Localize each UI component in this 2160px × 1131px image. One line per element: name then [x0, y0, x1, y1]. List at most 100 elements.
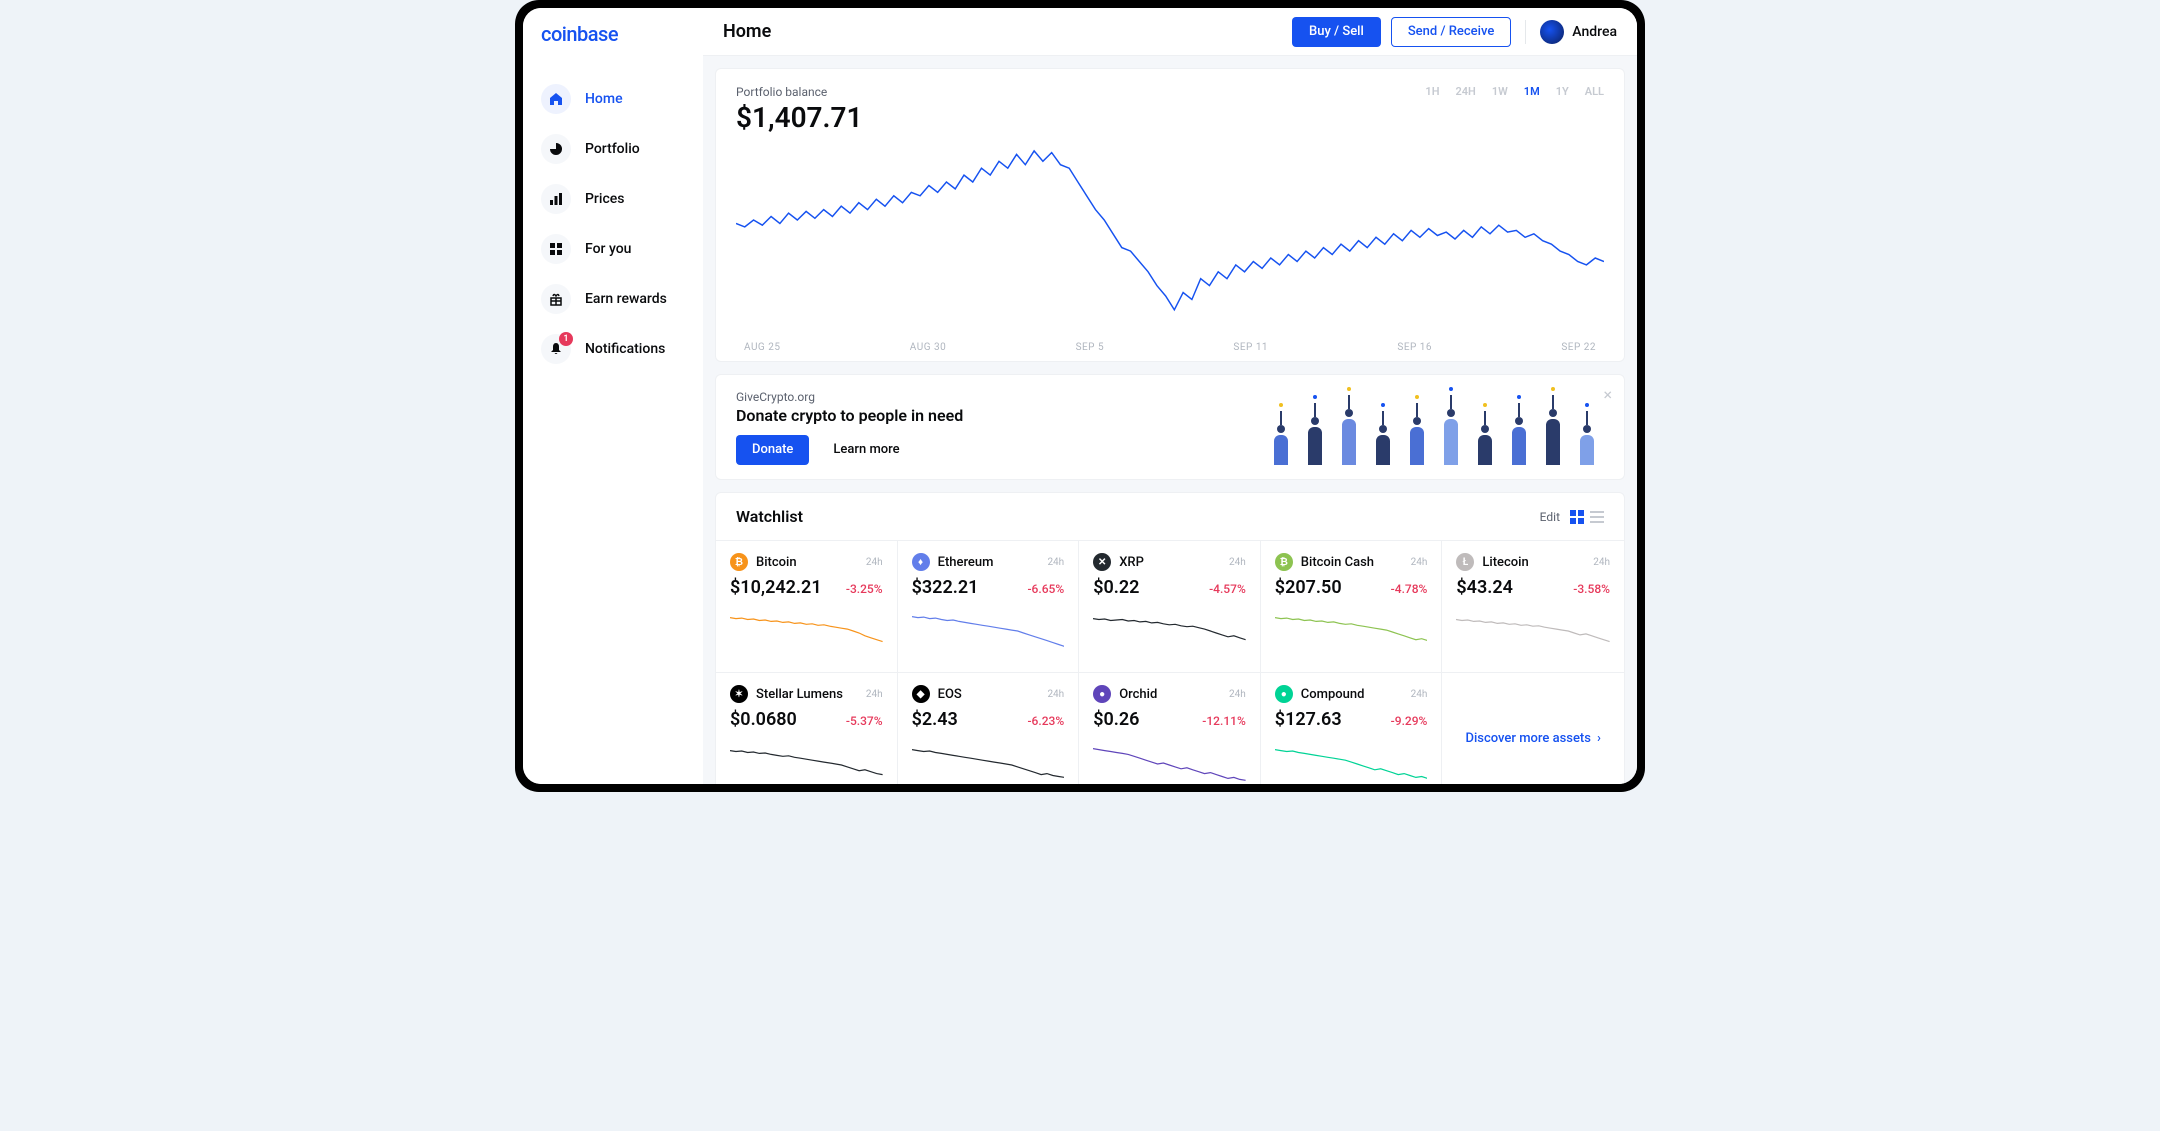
timeframe-1h[interactable]: 1H: [1425, 85, 1439, 98]
asset-name: Litecoin: [1482, 555, 1528, 570]
sparkline: [1093, 740, 1246, 784]
tablet-frame: coinbase HomePortfolioPricesFor youEarn …: [515, 0, 1645, 792]
x-axis-label: SEP 16: [1397, 342, 1432, 353]
asset-card-litecoin[interactable]: Ł Litecoin 24h $43.24 -3.58%: [1442, 541, 1624, 673]
gift-icon: [541, 284, 571, 314]
divider: [1525, 20, 1526, 44]
sidebar-item-portfolio[interactable]: Portfolio: [541, 124, 703, 174]
asset-header: ₿ Bitcoin Cash 24h: [1275, 553, 1428, 571]
asset-change: -6.65%: [1027, 582, 1064, 596]
asset-name: Bitcoin Cash: [1301, 555, 1374, 570]
balance-value: $1,407.71: [736, 101, 863, 134]
user-menu[interactable]: Andrea: [1540, 20, 1617, 44]
asset-name: Orchid: [1119, 687, 1157, 702]
asset-timeframe: 24h: [1229, 557, 1246, 568]
balance-block: Portfolio balance $1,407.71: [736, 85, 863, 134]
asset-price-row: $0.22 -4.57%: [1093, 577, 1246, 598]
asset-name: Ethereum: [938, 555, 994, 570]
asset-name: XRP: [1119, 555, 1144, 570]
x-axis-label: SEP 22: [1561, 342, 1596, 353]
asset-timeframe: 24h: [1229, 689, 1246, 700]
asset-header: Ł Litecoin 24h: [1456, 553, 1610, 571]
asset-timeframe: 24h: [1047, 557, 1064, 568]
sidebar-item-home[interactable]: Home: [541, 74, 703, 124]
asset-name: Stellar Lumens: [756, 687, 843, 702]
list-view-icon[interactable]: [1590, 510, 1604, 524]
sidebar-item-earn-rewards[interactable]: Earn rewards: [541, 274, 703, 324]
screen: coinbase HomePortfolioPricesFor youEarn …: [523, 8, 1637, 784]
asset-price-row: $43.24 -3.58%: [1456, 577, 1610, 598]
asset-card-bitcoin-cash[interactable]: ₿ Bitcoin Cash 24h $207.50 -4.78%: [1261, 541, 1443, 673]
sidebar: coinbase HomePortfolioPricesFor youEarn …: [523, 8, 703, 784]
sparkline: [1456, 608, 1610, 656]
asset-icon: ✶: [730, 685, 748, 703]
asset-card-compound[interactable]: ● Compound 24h $127.63 -9.29%: [1261, 673, 1443, 784]
sparkline: [1275, 608, 1428, 656]
x-axis-label: AUG 25: [744, 342, 780, 353]
asset-header: ♦ Ethereum 24h: [912, 553, 1065, 571]
donate-illustration: [1264, 389, 1604, 465]
topbar: Home Buy / Sell Send / Receive Andrea: [703, 8, 1637, 56]
illustration-person: [1546, 387, 1560, 465]
timeframe-24h[interactable]: 24H: [1455, 85, 1475, 98]
sidebar-item-prices[interactable]: Prices: [541, 174, 703, 224]
learn-more-button[interactable]: Learn more: [817, 435, 915, 465]
asset-change: -3.25%: [846, 582, 883, 596]
nav-list: Home Portfolio Prices For you Earn rewards1N…: [541, 74, 703, 374]
asset-card-stellar-lumens[interactable]: ✶ Stellar Lumens 24h $0.0680 -5.37%: [716, 673, 898, 784]
asset-card-orchid[interactable]: ● Orchid 24h $0.26 -12.11%: [1079, 673, 1261, 784]
asset-price: $0.22: [1093, 577, 1139, 598]
asset-change: -4.57%: [1209, 582, 1246, 596]
asset-timeframe: 24h: [1047, 689, 1064, 700]
buy-sell-button[interactable]: Buy / Sell: [1292, 17, 1381, 47]
asset-name: EOS: [938, 687, 962, 702]
portfolio-chart: [736, 144, 1604, 334]
x-axis-label: AUG 30: [910, 342, 946, 353]
asset-price: $10,242.21: [730, 577, 822, 598]
timeframe-selector: 1H 24H 1W 1M 1Y ALL: [1425, 85, 1604, 98]
asset-price: $322.21: [912, 577, 979, 598]
asset-timeframe: 24h: [1411, 689, 1428, 700]
send-receive-button[interactable]: Send / Receive: [1391, 17, 1511, 47]
asset-price-row: $2.43 -6.23%: [912, 709, 1065, 730]
asset-price: $2.43: [912, 709, 958, 730]
content: Portfolio balance $1,407.71 1H 24H 1W 1M 1Y A…: [703, 56, 1637, 784]
watchlist-controls: Edit: [1540, 510, 1604, 524]
portfolio-panel: Portfolio balance $1,407.71 1H 24H 1W 1M 1Y A…: [715, 68, 1625, 362]
pie-icon: [541, 134, 571, 164]
timeframe-1m[interactable]: 1M: [1524, 85, 1540, 98]
topbar-actions: Buy / Sell Send / Receive Andrea: [1292, 17, 1617, 47]
asset-card-ethereum[interactable]: ♦ Ethereum 24h $322.21 -6.65%: [898, 541, 1080, 673]
illustration-person: [1274, 403, 1288, 465]
asset-header: ● Compound 24h: [1275, 685, 1428, 703]
discover-more-card[interactable]: Discover more assets›: [1442, 673, 1624, 784]
nav-label: For you: [585, 241, 631, 257]
timeframe-1y[interactable]: 1Y: [1556, 85, 1569, 98]
asset-timeframe: 24h: [866, 689, 883, 700]
asset-change: -12.11%: [1202, 714, 1246, 728]
close-icon[interactable]: ×: [1603, 385, 1612, 404]
illustration-person: [1512, 395, 1526, 465]
asset-name: Compound: [1301, 687, 1365, 702]
donate-button[interactable]: Donate: [736, 435, 809, 465]
asset-card-eos[interactable]: ◆ EOS 24h $2.43 -6.23%: [898, 673, 1080, 784]
timeframe-1w[interactable]: 1W: [1492, 85, 1508, 98]
sidebar-item-notifications[interactable]: 1Notifications: [541, 324, 703, 374]
grid-view-icon[interactable]: [1570, 510, 1584, 524]
edit-link[interactable]: Edit: [1540, 510, 1560, 524]
nav-label: Prices: [585, 191, 624, 207]
donate-org: GiveCrypto.org: [736, 390, 963, 404]
asset-icon: ₿: [1275, 553, 1293, 571]
chevron-right-icon: ›: [1597, 731, 1601, 746]
asset-price: $207.50: [1275, 577, 1342, 598]
sparkline: [912, 740, 1065, 784]
nav-label: Portfolio: [585, 141, 640, 157]
asset-card-xrp[interactable]: ✕ XRP 24h $0.22 -4.57%: [1079, 541, 1261, 673]
sidebar-item-for-you[interactable]: For you: [541, 224, 703, 274]
view-toggle: [1570, 510, 1604, 524]
page-title: Home: [723, 21, 771, 42]
asset-price: $0.26: [1093, 709, 1139, 730]
timeframe-all[interactable]: ALL: [1585, 85, 1604, 98]
asset-timeframe: 24h: [1411, 557, 1428, 568]
asset-card-bitcoin[interactable]: ₿ Bitcoin 24h $10,242.21 -3.25%: [716, 541, 898, 673]
